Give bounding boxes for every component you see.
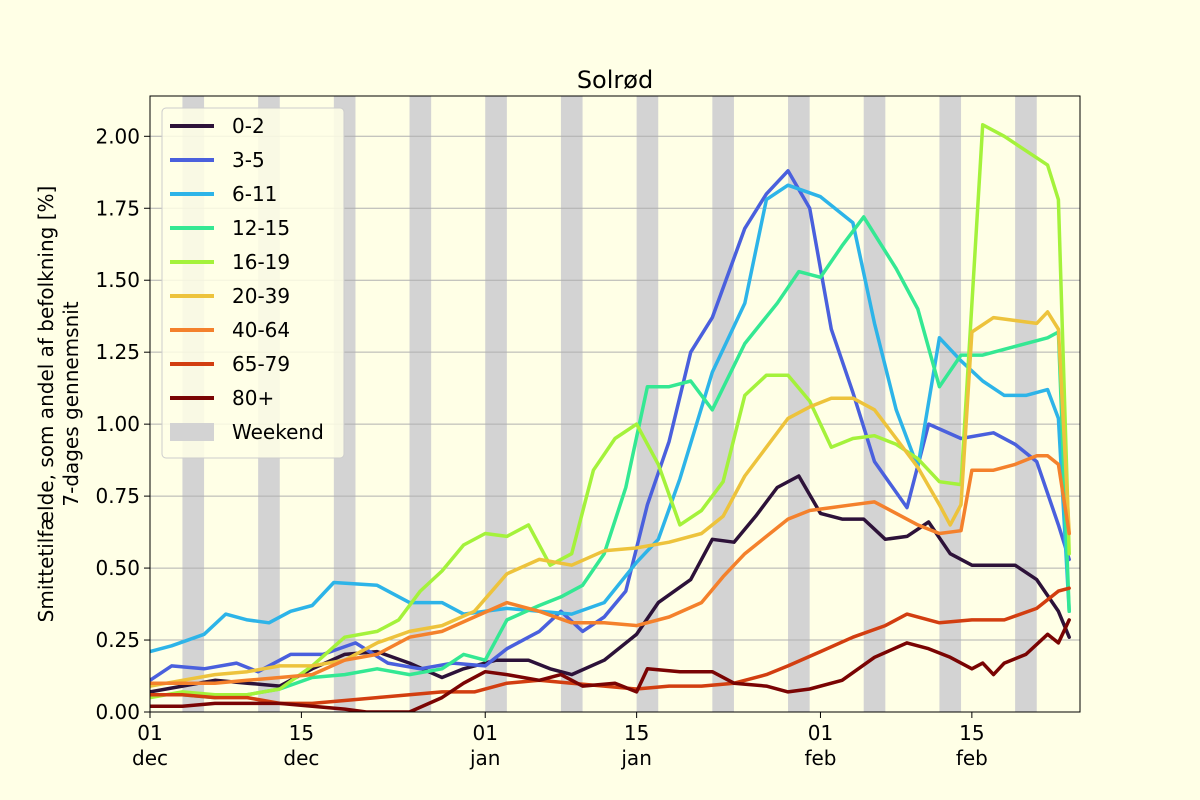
legend: 0-2 3-5 6-11 12-15 16-19 20-39 40-64 65-79 80+ We… — [161, 107, 345, 459]
x-tick-day: 01 — [473, 721, 498, 745]
y-tick-label: 2.00 — [95, 124, 140, 148]
weekend-band — [863, 96, 886, 712]
legend-label: 80+ — [232, 386, 274, 410]
legend-label: 3-5 — [232, 148, 265, 172]
y-tick-label: 0.50 — [95, 556, 140, 580]
series-lines — [150, 123, 1071, 712]
legend-label-weekend: Weekend — [232, 420, 324, 444]
y-tick-label: 0.25 — [95, 628, 140, 652]
plot-frame — [149, 95, 1081, 713]
weekend-band — [1015, 96, 1037, 712]
legend-label: 12-15 — [232, 216, 290, 240]
weekend-band — [485, 96, 507, 712]
x-tick-month: feb — [956, 746, 988, 770]
y-axis-label: Smittetilfælde, som andel af befolkning … — [34, 186, 83, 623]
x-tick-day: 01 — [137, 721, 162, 745]
weekend-band — [409, 96, 432, 712]
legend-label: 16-19 — [232, 250, 290, 274]
y-tick-label: 1.50 — [95, 268, 140, 292]
legend-label: 0-2 — [232, 114, 265, 138]
weekend-band — [788, 96, 810, 712]
legend-label: 20-39 — [232, 284, 290, 308]
legend-label: 6-11 — [232, 182, 277, 206]
y-tick-label: 1.00 — [95, 412, 140, 436]
legend-label: 40-64 — [232, 318, 290, 342]
x-tick-day: 01 — [808, 721, 833, 745]
x-tick-month: jan — [469, 746, 501, 770]
legend-label: 65-79 — [232, 352, 290, 376]
x-tick-month: feb — [804, 746, 836, 770]
y-tick-label: 0.00 — [95, 700, 140, 724]
series-line-12-15 — [150, 215, 1071, 700]
weekend-band — [712, 96, 734, 712]
x-tick-day: 15 — [624, 721, 649, 745]
x-tick-day: 15 — [289, 721, 314, 745]
chart-title: Solrød — [577, 66, 653, 94]
x-tick-day: 15 — [959, 721, 984, 745]
legend-swatch-weekend — [170, 423, 214, 441]
y-axis: 0.00 0.25 0.50 0.75 1.00 1.25 1.50 1.75 2.00 — [95, 124, 150, 724]
x-tick-month: dec — [132, 746, 168, 770]
series-line-40-64 — [150, 454, 1071, 685]
y-tick-label: 1.25 — [95, 340, 140, 364]
y-axis-label-line1: Smittetilfælde, som andel af befolkning … — [34, 186, 58, 623]
y-tick-label: 1.75 — [95, 196, 140, 220]
x-tick-month: dec — [283, 746, 319, 770]
series-line-16-19 — [150, 123, 1071, 700]
series-line-20-39 — [150, 310, 1071, 688]
y-axis-label-line2: 7-dages gennemsnit — [59, 301, 83, 506]
series-line-6-11 — [150, 183, 1071, 654]
x-tick-month: jan — [620, 746, 652, 770]
series-line-0-2 — [150, 474, 1071, 694]
y-tick-label: 0.75 — [95, 484, 140, 508]
series-line-80+ — [150, 618, 1071, 712]
